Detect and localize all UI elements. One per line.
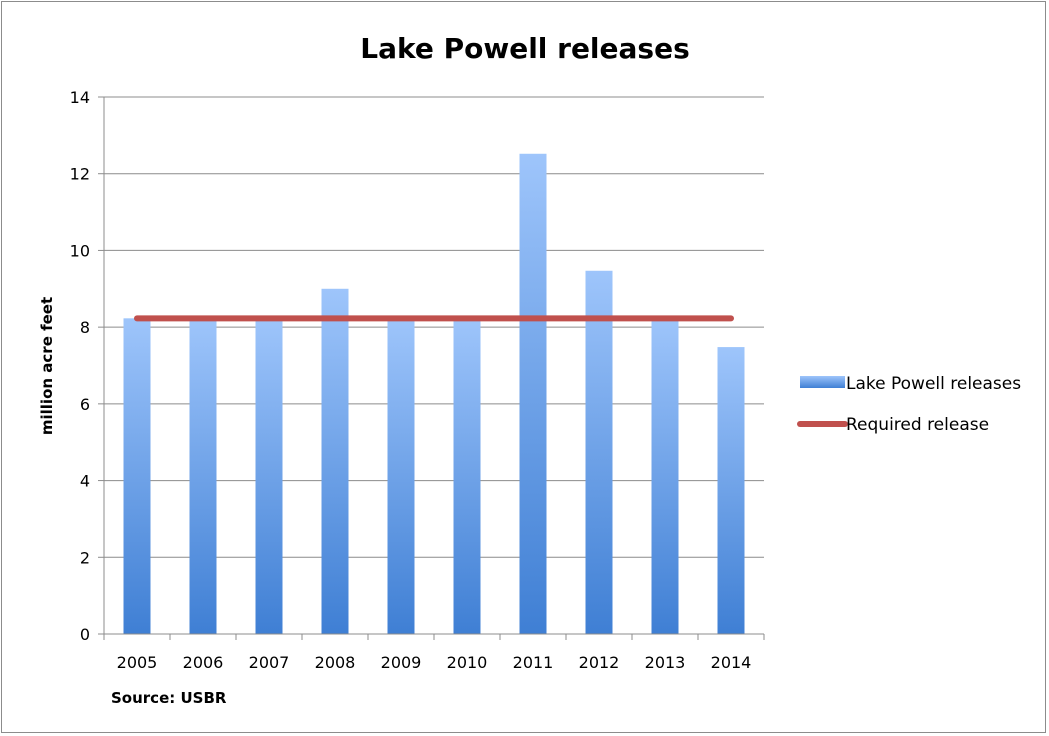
x-tick-label: 2012 [579,653,620,672]
y-tick-label: 0 [80,625,90,644]
x-tick-label: 2009 [381,653,422,672]
y-tick-label: 12 [70,165,90,184]
y-axis-ticks: 0 2 4 6 8 10 12 14 [70,88,104,644]
bar-2013 [651,318,679,634]
x-tick-label: 2013 [645,653,686,672]
x-tick-label: 2008 [315,653,356,672]
bar-2011 [519,153,547,635]
legend-label-required-release: Required release [846,415,989,435]
source-note: Source: USBR [111,689,227,707]
y-axis-title: million acre feet [38,297,56,435]
y-tick-label: 8 [80,318,90,337]
bar-2008 [321,288,349,634]
bar-2009 [387,318,415,634]
x-axis-ticks: 2005 2006 2007 2008 2009 2010 2011 2012 2013 2014 [103,634,765,672]
x-tick-label: 2005 [117,653,158,672]
y-tick-label: 10 [70,241,90,260]
legend-swatch-lake-powell-releases [800,376,845,388]
bar-2014 [717,347,745,634]
x-tick-label: 2006 [183,653,224,672]
bar-2010 [453,318,481,634]
y-tick-label: 4 [80,472,90,491]
x-tick-label: 2014 [711,653,752,672]
y-tick-label: 14 [70,88,90,107]
bar-2007 [255,318,283,634]
bars [123,153,745,635]
x-tick-label: 2007 [249,653,290,672]
bar-2006 [189,318,217,634]
y-tick-label: 6 [80,395,90,414]
y-tick-label: 2 [80,548,90,567]
legend-label-lake-powell-releases: Lake Powell releases [846,374,1021,394]
legend: Lake Powell releases Required release [797,374,1021,435]
x-tick-label: 2010 [447,653,488,672]
x-tick-label: 2011 [513,653,554,672]
chart-title: Lake Powell releases [360,32,690,65]
bar-2012 [585,270,613,634]
bar-2005 [123,318,151,634]
